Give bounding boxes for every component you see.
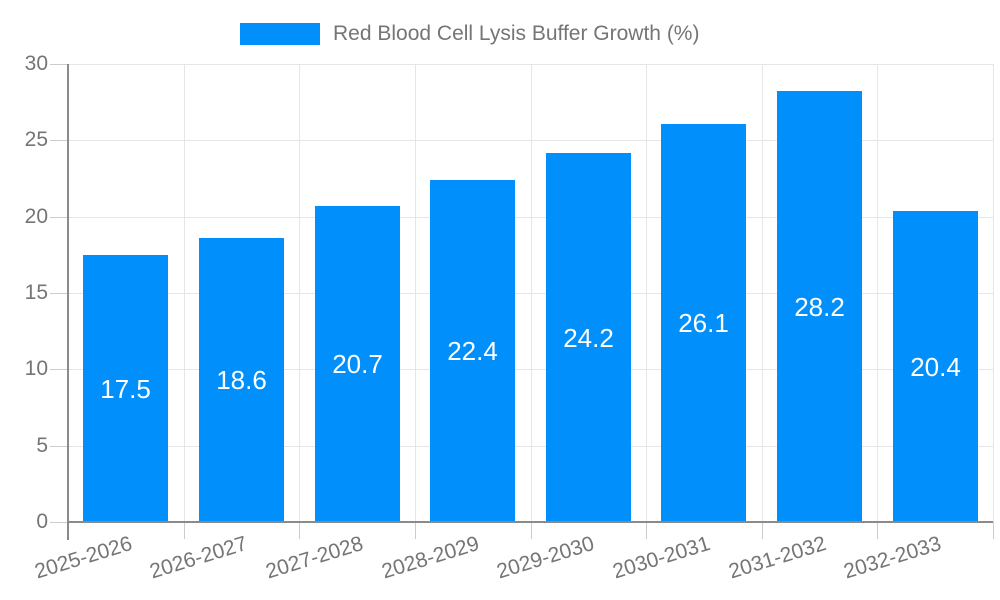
y-gridline [68,217,993,218]
x-gridline [877,64,878,522]
bar-value-label: 26.1 [678,308,729,338]
x-axis-category-label: 2025-2026 [31,532,135,584]
x-axis-category-label: 2032-2033 [840,532,944,584]
bar-2030-2031: 26.1 [661,124,746,522]
x-gridline [415,64,416,522]
x-axis-category-label: 2026-2027 [146,532,250,584]
x-axis-category-label: 2027-2028 [262,532,366,584]
x-gridline [646,64,647,522]
x-axis-tick [646,522,647,539]
bar-2029-2030: 24.2 [546,153,631,522]
y-axis-tick [50,369,68,370]
y-axis-tick [50,293,68,294]
x-gridline [531,64,532,522]
y-axis-tick [50,446,68,447]
bar-value-label: 17.5 [100,374,151,404]
y-axis-tick-label: 30 [24,52,48,75]
bar-2032-2033: 20.4 [893,211,978,522]
y-gridline [68,64,993,65]
y-gridline [68,293,993,294]
x-axis-category-label: 2029-2030 [493,532,597,584]
chart-legend: Red Blood Cell Lysis Buffer Growth (%) [240,22,699,46]
x-axis-line [68,521,993,523]
bar-value-label: 18.6 [216,365,267,395]
x-gridline [299,64,300,522]
bar-2031-2032: 28.2 [777,91,862,522]
y-axis-tick [50,217,68,218]
legend-swatch-icon [240,23,320,45]
bar-value-label: 20.4 [910,352,961,382]
y-axis-tick-label: 25 [24,128,48,151]
x-gridline [184,64,185,522]
bar-2026-2027: 18.6 [199,238,284,522]
y-gridline [68,140,993,141]
y-axis-tick-label: 0 [36,510,48,533]
x-axis-category-label: 2028-2029 [378,532,482,584]
y-axis-line [67,64,69,540]
bar-2028-2029: 22.4 [430,180,515,522]
bar-value-label: 28.2 [794,292,845,322]
x-axis-tick [299,522,300,539]
bar-value-label: 22.4 [447,336,498,366]
y-axis-tick [50,64,68,65]
x-axis-tick [531,522,532,539]
y-axis-tick-label: 10 [24,357,48,380]
legend-series-label: Red Blood Cell Lysis Buffer Growth (%) [333,22,700,45]
x-axis-tick [184,522,185,539]
bar-2027-2028: 20.7 [315,206,400,522]
y-gridline [68,369,993,370]
y-axis-tick [50,140,68,141]
y-axis-tick-label: 20 [24,205,48,228]
y-axis-tick-label: 15 [24,281,48,304]
y-axis-tick-label: 5 [36,434,48,457]
x-axis-category-label: 2031-2032 [725,532,829,584]
y-gridline [68,446,993,447]
x-axis-tick [877,522,878,539]
x-axis-tick [993,522,994,539]
x-gridline [993,64,994,522]
bar-value-label: 24.2 [563,323,614,353]
bar-2025-2026: 17.5 [83,255,168,522]
y-axis-tick [50,522,68,523]
x-gridline [762,64,763,522]
bar-value-label: 20.7 [332,349,383,379]
x-axis-tick [415,522,416,539]
x-axis-tick [762,522,763,539]
x-axis-category-label: 2030-2031 [609,532,713,584]
